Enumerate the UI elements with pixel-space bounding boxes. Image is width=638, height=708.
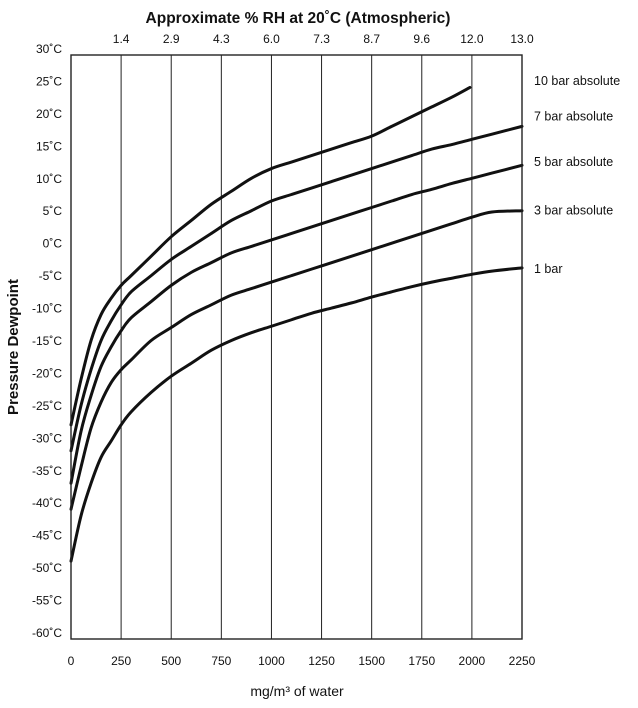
y-tick-label-30-c: 30˚C [36,42,62,56]
curve-1-bar [69,266,524,563]
series-label-7-bar-absolute: 7 bar absolute [534,110,613,124]
vertical-gridlines [120,55,473,639]
y-tick-label-60-c: -60˚C [32,626,62,640]
x-tick-label-2000: 2000 [459,654,486,668]
series-label-3-bar-absolute: 3 bar absolute [534,204,613,218]
y-axis-title: Pressure Dewpoint [5,279,22,415]
y-tick-label-55-c: -55˚C [32,594,62,608]
top-tick-label-9-6: 9.6 [413,32,430,46]
top-tick-label-12-0: 12.0 [460,32,484,46]
x-tick-label-2250: 2250 [509,654,536,668]
series-labels: 10 bar absolute 7 bar absolute 5 bar absol… [534,74,620,276]
top-tick-label-1-4: 1.4 [113,32,130,46]
curve-3-bar-absolute [69,209,524,511]
x-tick-label-1750: 1750 [408,654,435,668]
x-tick-label-1000: 1000 [258,654,285,668]
top-tick-label-7-3: 7.3 [313,32,330,46]
y-tick-label-50-c: -50˚C [32,561,62,575]
series-label-1-bar: 1 bar [534,262,563,276]
y-tick-label-40-c: -40˚C [32,496,62,510]
y-tick-label-0-c: 0˚C [43,237,63,251]
y-tick-label-5-c: 5˚C [43,204,63,218]
series-label-10-bar-absolute: 10 bar absolute [534,74,620,88]
curve-5-bar-absolute [69,163,524,485]
top-tick-label-6-0: 6.0 [263,32,280,46]
y-tick-label-5-c: -5˚C [39,269,63,283]
x-tick-label-1250: 1250 [308,654,335,668]
dewpoint-curves [69,85,524,563]
x-axis-title: mg/m³ of water [250,683,344,699]
y-tick-label-10-c: -10˚C [32,302,62,316]
x-tick-label-0: 0 [68,654,75,668]
y-tick-label-15-c: -15˚C [32,334,62,348]
y-tick-label-45-c: -45˚C [32,529,62,543]
plot-frame [70,54,523,640]
top-tick-label-8-7: 8.7 [363,32,380,46]
top-tick-label-2-9: 2.9 [163,32,180,46]
top-axis-title: Approximate % RH at 20˚C (Atmospheric) [146,10,451,27]
curve-7-bar-absolute [69,124,524,453]
y-tick-label-20-c: -20˚C [32,366,62,380]
y-tick-label-25-c: -25˚C [32,399,62,413]
x-tick-label-750: 750 [211,654,231,668]
x-tick-label-500: 500 [161,654,181,668]
top-tick-label-13-0: 13.0 [510,32,534,46]
y-tick-label-15-c: 15˚C [36,139,62,153]
y-tick-label-25-c: 25˚C [36,74,62,88]
y-tick-label-30-c: -30˚C [32,431,62,445]
y-tick-label-35-c: -35˚C [32,464,62,478]
x-tick-label-250: 250 [111,654,131,668]
x-axis-ticks: 0 250 500 750 1000 1250 1500 1750 2000 2250 [68,654,536,668]
top-tick-label-4-3: 4.3 [213,32,230,46]
x-tick-label-1500: 1500 [358,654,385,668]
y-tick-label-20-c: 20˚C [36,107,62,121]
y-axis-ticks: 30˚C 25˚C 20˚C 15˚C 10˚C 5˚C 0˚C -5˚C -10˚C -15˚C… [32,42,62,640]
curve-10-bar-absolute [69,85,472,427]
series-label-5-bar-absolute: 5 bar absolute [534,155,613,169]
top-axis-ticks: 1.4 2.9 4.3 6.0 7.3 8.7 9.6 12.0 13.0 [113,32,534,46]
y-tick-label-10-c: 10˚C [36,172,62,186]
